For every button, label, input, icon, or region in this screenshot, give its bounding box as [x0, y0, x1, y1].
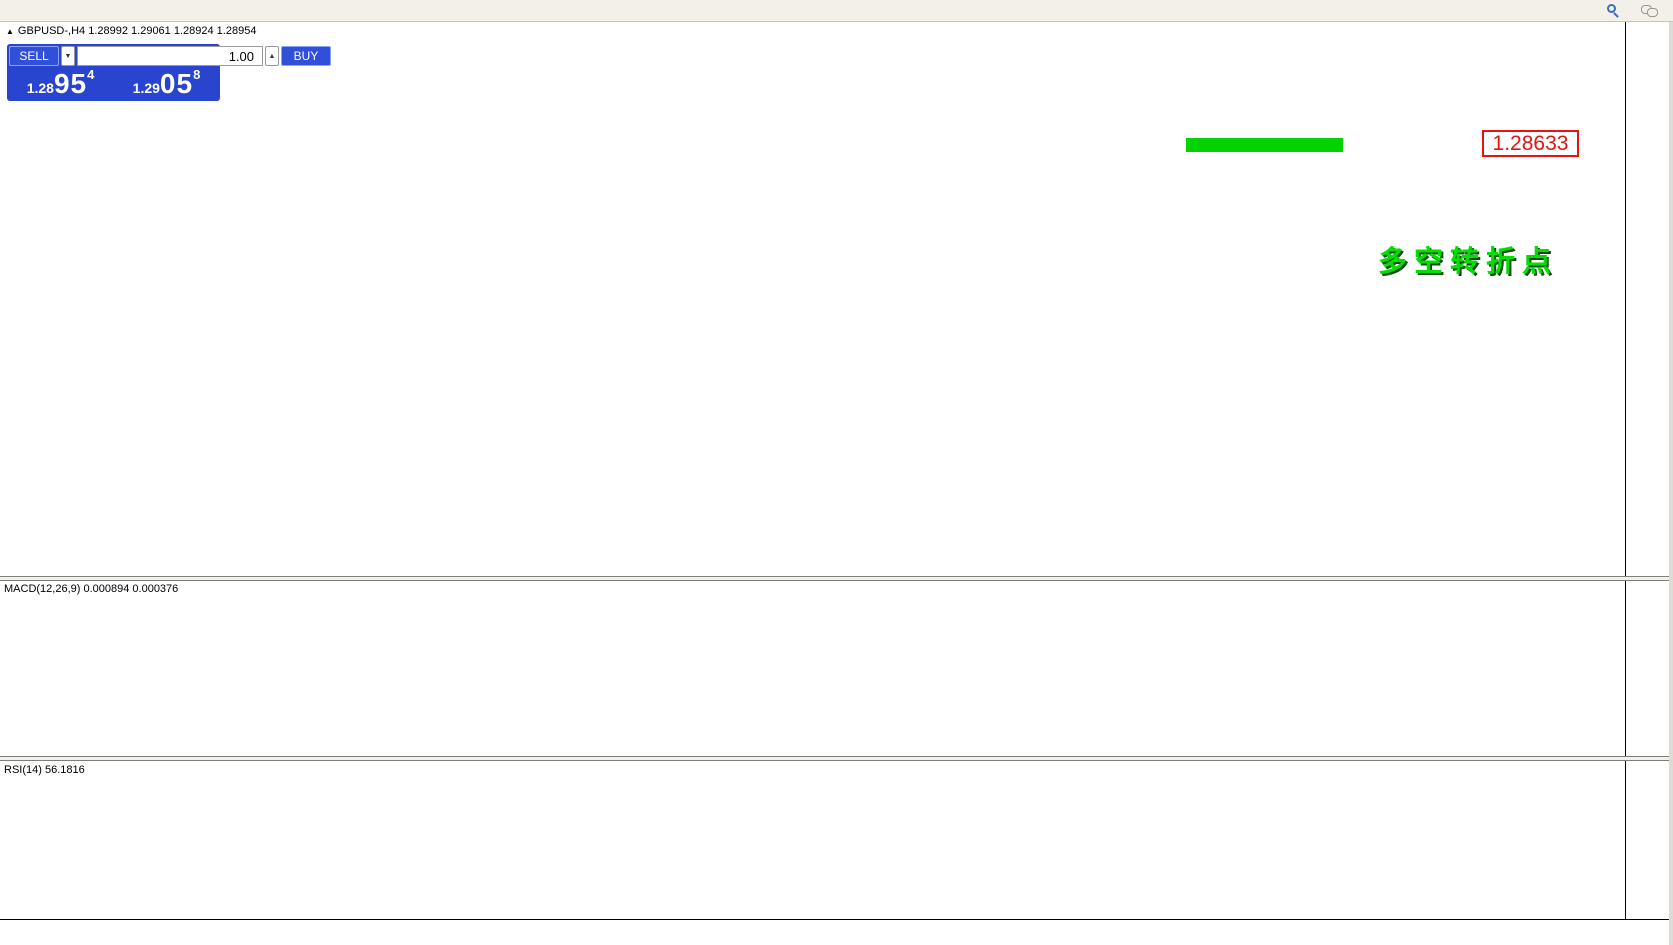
highlight-rectangle-object[interactable] [1186, 138, 1343, 152]
sell-button[interactable]: SELL [9, 46, 59, 66]
toolbar [0, 0, 1673, 22]
turning-point-text-object[interactable]: 多空转折点 [1378, 246, 1559, 278]
volume-increase-button[interactable]: ▲ [265, 46, 279, 66]
rsi-pane-label: RSI(14) 56.1816 [4, 764, 85, 776]
search-icon [1607, 3, 1621, 18]
axis-border-line [1625, 22, 1626, 920]
time-axis-border-line [0, 919, 1673, 920]
chat-button[interactable] [1637, 1, 1663, 20]
one-click-collapse-icon[interactable]: ▲ [6, 27, 14, 36]
search-button[interactable] [1603, 1, 1625, 20]
price-axis-column [1626, 22, 1673, 945]
buy-price-display[interactable]: 1.29 05 8 [132, 67, 201, 99]
chat-icon [1641, 4, 1659, 18]
buy-button[interactable]: BUY [281, 46, 331, 66]
pane-separator-rsi[interactable] [0, 756, 1673, 761]
chart-quote-line: ▲ GBPUSD-,H4 1.28992 1.29061 1.28924 1.28… [6, 25, 256, 37]
chart-plot-area[interactable] [0, 22, 1625, 920]
volume-input[interactable] [77, 46, 263, 66]
volume-decrease-button[interactable]: ▼ [61, 46, 75, 66]
window-edge [1669, 22, 1673, 945]
pane-separator-macd[interactable] [0, 576, 1673, 581]
quote-text: GBPUSD-,H4 1.28992 1.29061 1.28924 1.289… [17, 25, 257, 37]
sell-price-display[interactable]: 1.28 95 4 [26, 67, 95, 99]
macd-pane-label: MACD(12,26,9) 0.000894 0.000376 [4, 583, 179, 595]
price-annotation-box[interactable]: 1.28633 [1482, 130, 1579, 157]
